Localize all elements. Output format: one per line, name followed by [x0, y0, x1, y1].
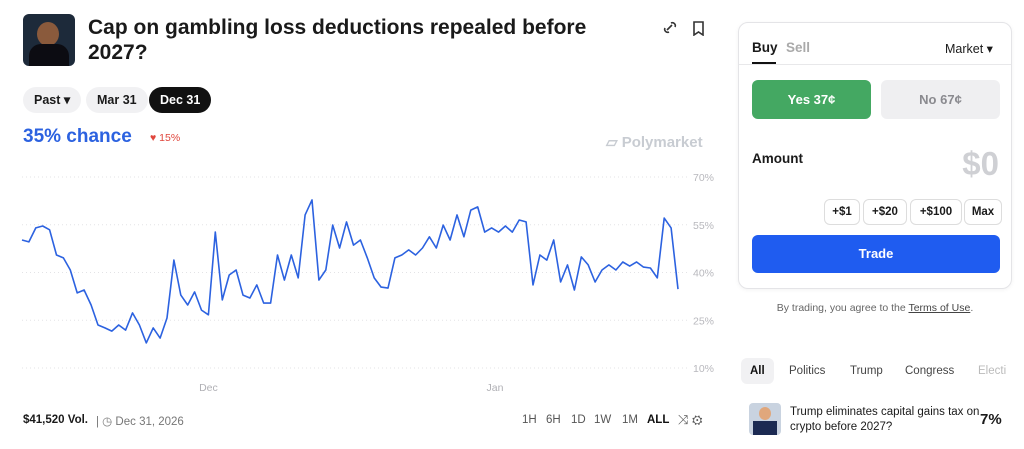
buy-underline: [752, 62, 776, 64]
range[interactable]: 1D: [571, 414, 586, 426]
y-tick-label: 55%: [693, 220, 714, 232]
yes-button[interactable]: Yes 37¢: [752, 80, 871, 119]
divider: [739, 64, 1011, 65]
header-icons[interactable]: [662, 20, 712, 36]
line: [21, 199, 679, 344]
order-type[interactable]: Market ▾: [945, 42, 993, 56]
x-tick-label: Dec: [199, 382, 218, 394]
volume: $41,520 Vol.: [23, 414, 88, 426]
x-tick-label: Jan: [487, 382, 504, 394]
buy-tab[interactable]: Buy: [752, 40, 778, 55]
range[interactable]: 6H: [546, 414, 561, 426]
y-tick-label: 25%: [693, 315, 714, 327]
end-date-text: Dec 31, 2026: [115, 416, 184, 428]
y-tick-label: 10%: [693, 363, 714, 375]
y-tick-label: 70%: [693, 172, 714, 184]
trade-button[interactable]: Trade: [752, 235, 1000, 273]
amount-value[interactable]: $0: [962, 145, 999, 182]
chance: 35% chance: [23, 126, 132, 147]
date-tab[interactable]: Past ▾: [23, 87, 82, 113]
range[interactable]: 1M: [622, 414, 638, 426]
y-tick-label: 40%: [693, 268, 714, 280]
change-value: 15%: [159, 132, 181, 144]
order-type-text: Market: [945, 42, 984, 56]
date-tab[interactable]: Dec 31: [149, 87, 212, 113]
related-image: [749, 403, 781, 435]
terms-end: .: [970, 302, 974, 314]
date-tab[interactable]: Mar 31: [86, 87, 148, 113]
category-tab[interactable]: Politics: [789, 365, 826, 377]
no-button[interactable]: No 67¢: [881, 80, 1000, 119]
terms: By trading, you agree to the Terms of Us…: [738, 302, 1012, 314]
range[interactable]: 1H: [522, 414, 537, 426]
terms-link[interactable]: Terms of Use: [908, 302, 971, 314]
range[interactable]: 1W: [594, 414, 612, 426]
market-image: [23, 14, 75, 66]
increment[interactable]: +$1: [824, 199, 860, 225]
terms-text: By trading, you agree to the: [776, 302, 906, 314]
market-title: Cap on gambling loss deductions repealed…: [88, 16, 587, 64]
brand-text: Polymarket: [621, 134, 703, 151]
related-title[interactable]: Trump eliminates capital gains tax on cr…: [790, 406, 980, 433]
category-tab[interactable]: Electi: [978, 365, 1007, 377]
category-tab[interactable]: Congress: [905, 365, 955, 377]
change: ♥ 15%: [150, 132, 181, 144]
end-date: | ◷ Dec 31, 2026: [96, 416, 184, 428]
chart: 70% 55% 40% 25% 10% Dec Jan: [21, 172, 714, 394]
related-chance: 7%: [980, 411, 1002, 428]
chart-tools[interactable]: ⤨ ⚙: [678, 412, 703, 427]
increment[interactable]: +$20: [863, 199, 907, 225]
increment[interactable]: +$100: [910, 199, 962, 225]
range[interactable]: ALL: [647, 414, 670, 426]
brand: ▱ Polymarket: [606, 134, 703, 151]
trade-panel: Buy Sell Market ▾ Yes 37¢ No 67¢ Amount …: [738, 22, 1012, 289]
sell-tab[interactable]: Sell: [786, 40, 811, 55]
amount-label: Amount: [752, 151, 803, 166]
increment[interactable]: Max: [964, 199, 1002, 225]
category-tab[interactable]: Trump: [850, 365, 883, 377]
category-tab[interactable]: All: [741, 358, 774, 384]
